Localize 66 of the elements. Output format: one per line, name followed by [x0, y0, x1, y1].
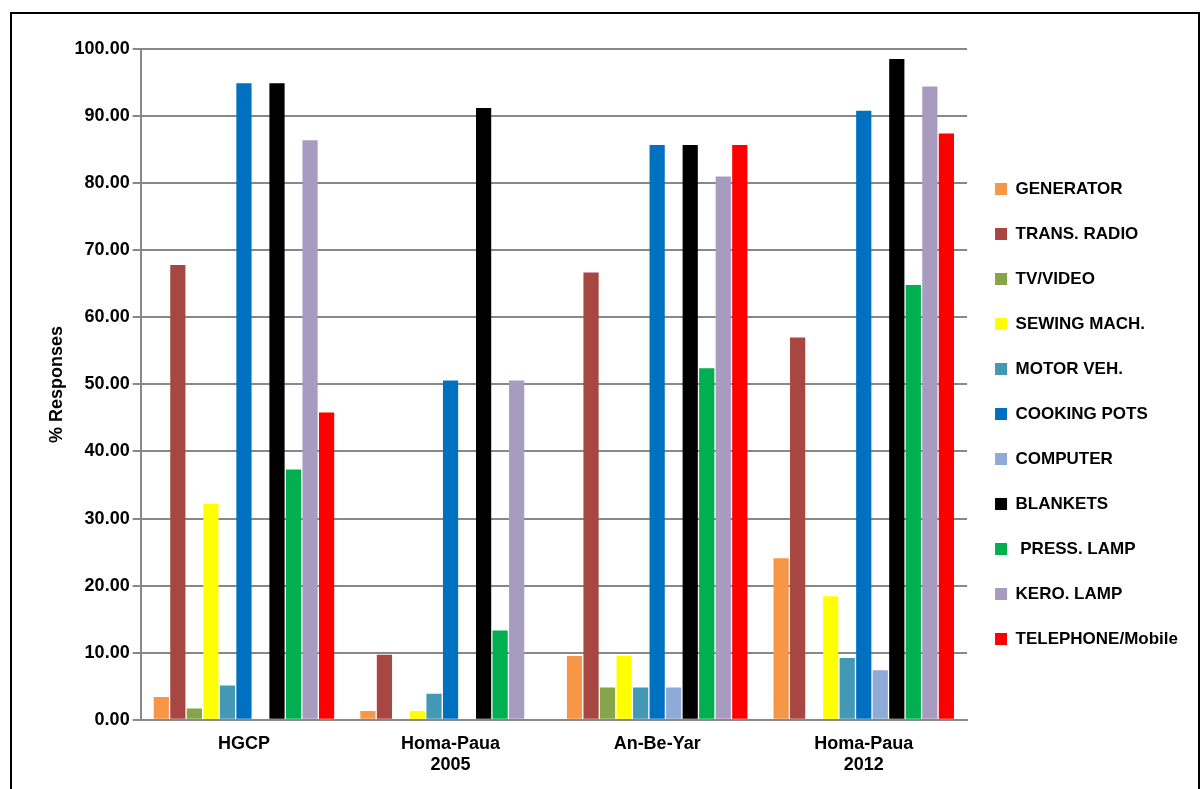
bar: [732, 144, 748, 719]
bar: [666, 687, 682, 719]
bar: [492, 630, 508, 719]
bar: [360, 711, 376, 719]
bar: [409, 711, 426, 719]
bar: [616, 656, 632, 719]
y-tick-label: 100.00: [74, 37, 130, 58]
bar: [318, 412, 335, 719]
bar: [170, 265, 186, 719]
bar: [426, 693, 442, 719]
legend-label: SEWING MACH.: [1015, 313, 1145, 333]
bar: [773, 558, 789, 719]
bar: [649, 144, 665, 719]
bar: [872, 670, 888, 719]
bar: [476, 108, 492, 719]
bar: [682, 144, 698, 719]
y-tick-label: 70.00: [84, 239, 130, 260]
y-tick-label: 80.00: [84, 172, 130, 193]
bar: [285, 469, 302, 719]
x-tick-label: An-Be-Yar: [613, 732, 701, 753]
legend-label: BLANKETS: [1015, 493, 1109, 513]
bar: [219, 685, 236, 719]
bar: [203, 503, 219, 719]
y-tick-label: 30.00: [84, 507, 130, 528]
y-tick-label: 60.00: [84, 306, 130, 327]
bar: [302, 140, 318, 719]
y-tick-label: 10.00: [84, 641, 130, 662]
bar: [839, 658, 855, 719]
bar: [633, 687, 649, 719]
legend-label: TELEPHONE/Mobile: [1015, 628, 1179, 648]
bar: [699, 368, 715, 719]
bar: [938, 133, 954, 719]
y-tick-label: 40.00: [84, 440, 130, 461]
legend-label: PRESS. LAMP: [1015, 538, 1136, 558]
bar: [583, 272, 599, 719]
x-tick-label: HGCP: [217, 732, 270, 753]
legend-label: MOTOR VEH.: [1015, 358, 1123, 378]
legend-label: COMPUTER: [1015, 448, 1113, 468]
bar: [856, 110, 872, 719]
legend-label: TV/VIDEO: [1015, 268, 1095, 288]
bar: [509, 380, 525, 719]
y-tick-label: 90.00: [84, 105, 130, 126]
bar: [823, 596, 839, 719]
bar: [599, 687, 616, 719]
y-axis-title: % Responses: [45, 325, 66, 443]
legend-label: TRANS. RADIO: [1015, 223, 1139, 243]
bar: [715, 176, 731, 719]
y-tick-label: 20.00: [84, 574, 130, 595]
bar: [442, 380, 459, 719]
bar: [376, 654, 393, 719]
legend-label: KERO. LAMP: [1015, 583, 1123, 603]
bar: [790, 337, 806, 719]
y-tick-label: 50.00: [84, 373, 130, 394]
y-tick-label: 0.00: [94, 708, 130, 729]
bar: [153, 696, 169, 719]
bar: [566, 656, 583, 719]
bar: [922, 86, 938, 719]
bar: [905, 285, 921, 719]
bar: [269, 83, 285, 719]
bar: [889, 59, 905, 719]
bar: [186, 708, 202, 719]
legend-label: GENERATOR: [1015, 178, 1123, 198]
x-tick-label: Homa-Paua 2005: [401, 732, 502, 775]
legend-label: COOKING POTS: [1015, 403, 1148, 423]
bar: [236, 83, 252, 719]
x-tick-label: Homa-Paua 2012: [814, 732, 915, 775]
